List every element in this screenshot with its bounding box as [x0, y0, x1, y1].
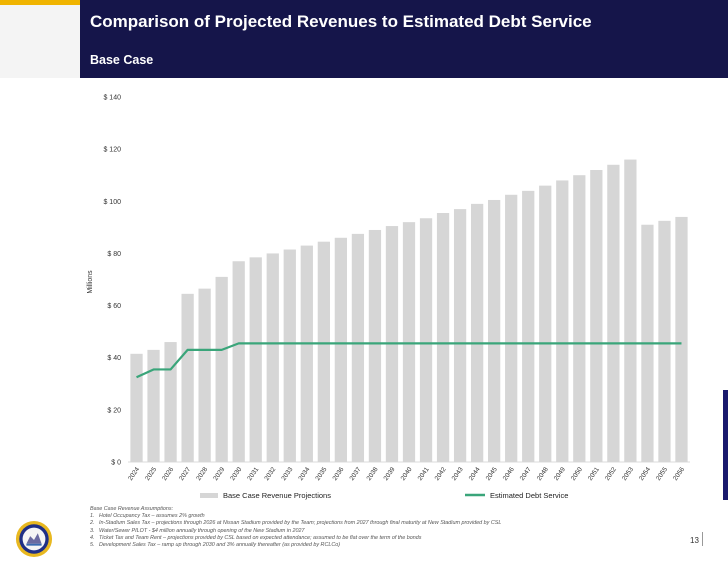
x-tick-label: 2049 [553, 466, 567, 482]
x-tick-label: 2044 [468, 466, 482, 482]
revenue-bar-2025 [147, 349, 160, 462]
x-tick-label: 2027 [178, 466, 192, 482]
x-tick-label: 2031 [246, 466, 260, 482]
x-tick-label: 2040 [400, 466, 414, 482]
legend-label-revenue: Base Case Revenue Projections [223, 491, 331, 500]
debt-service-polyline [136, 342, 682, 379]
notes-heading: Base Case Revenue Assumptions: [90, 506, 174, 512]
x-tick-label: 2048 [536, 466, 550, 482]
note-item: 1. Hotel Occupancy Tax – assumes 2% growt… [90, 513, 205, 520]
page-divider [702, 532, 703, 546]
revenue-bar-2040 [402, 222, 416, 462]
x-tick-label: 2050 [570, 466, 584, 482]
x-tick-label: 2051 [587, 466, 601, 482]
x-tick-label: 2026 [161, 466, 175, 482]
x-tick-label: 2033 [280, 466, 294, 482]
revenue-bar-2024 [130, 353, 143, 462]
x-tick-label: 2032 [263, 466, 277, 482]
y-tick-label: $ 80 [107, 251, 121, 258]
x-tick-label: 2030 [229, 466, 243, 482]
revenue-bar-2049 [556, 180, 569, 462]
revenue-bar-2042 [436, 213, 450, 462]
note-item: 5. Development Sales Tax – ramp up throug… [90, 542, 341, 549]
revenue-bar-2053 [624, 159, 637, 463]
note-item: 4. Ticket Tax and Team Rent – projections… [90, 534, 422, 541]
revenue-bar-2038 [368, 229, 382, 462]
y-tick-label: $ 60 [107, 303, 121, 310]
slide-header [80, 0, 728, 78]
revenue-bar-2056 [675, 216, 688, 462]
y-tick-label: $ 40 [107, 355, 121, 362]
revenue-bar-2047 [522, 190, 535, 462]
note-item: 3. Water/Sewer PILOT - $4 million annuall… [90, 527, 305, 534]
y-tick-label: $ 140 [103, 95, 121, 102]
revenue-bar-2033 [283, 249, 296, 462]
x-tick-label: 2041 [417, 466, 431, 482]
side-tab [723, 390, 728, 500]
revenue-bar-2034 [300, 245, 313, 462]
revenue-bar-2032 [266, 253, 279, 462]
chart-legend: Base Case Revenue Projections Estimated … [200, 491, 568, 500]
revenue-bars [130, 159, 688, 463]
x-axis: 2024 2025 2026 2027 2028 2029 2030 2031 2032 2033… [127, 466, 686, 482]
revenue-bar-2041 [419, 218, 433, 462]
x-tick-label: 2024 [127, 466, 141, 482]
x-tick-label: 2047 [519, 466, 533, 482]
x-tick-label: 2035 [314, 466, 328, 482]
x-tick-label: 2054 [638, 466, 652, 482]
legend-swatch-revenue [200, 493, 218, 498]
x-tick-label: 2055 [655, 466, 669, 482]
x-tick-label: 2037 [349, 466, 363, 482]
revenue-bar-2044 [470, 203, 484, 462]
x-tick-label: 2056 [672, 466, 686, 482]
y-axis-label: Millions [87, 270, 94, 294]
y-tick-label: $ 0 [111, 460, 121, 467]
revenue-bar-2029 [215, 276, 228, 462]
revenue-bar-2028 [198, 288, 211, 462]
revenue-vs-debt-chart: $ 0$ 20$ 40$ 60$ 80$ 100$ 120$ 140 2024 2… [87, 95, 690, 500]
x-tick-label: 2052 [604, 466, 618, 482]
x-tick-label: 2042 [434, 466, 448, 482]
revenue-bar-2050 [573, 175, 586, 462]
revenue-bar-2048 [539, 185, 552, 462]
revenue-bar-2037 [351, 233, 365, 462]
revenue-bar-2035 [317, 241, 330, 462]
debt-service-line [136, 342, 682, 379]
x-tick-label: 2038 [366, 466, 380, 482]
y-tick-label: $ 20 [107, 407, 121, 414]
x-tick-label: 2053 [621, 466, 635, 482]
note-item: 2. In-Stadium Sales Tax – projections thr… [90, 520, 502, 527]
revenue-bar-2055 [658, 220, 671, 462]
revenue-bar-2027 [181, 293, 194, 462]
legend-label-debt: Estimated Debt Service [490, 491, 568, 500]
page-number: 13 [690, 536, 699, 545]
x-tick-label: 2039 [383, 466, 397, 482]
revenue-bar-2045 [488, 199, 501, 462]
revenue-bar-2051 [590, 170, 603, 462]
x-tick-label: 2036 [331, 466, 345, 482]
x-tick-label: 2034 [297, 466, 311, 482]
x-tick-label: 2045 [485, 466, 499, 482]
y-tick-label: $ 120 [103, 147, 121, 154]
accent-bar [0, 0, 80, 5]
revenue-bar-2036 [334, 237, 348, 462]
revenue-bar-2031 [249, 257, 262, 462]
revenue-assumptions-notes: Base Case Revenue Assumptions: 1. Hotel O… [90, 506, 690, 549]
revenue-bar-2043 [453, 209, 467, 462]
revenue-bar-2052 [607, 164, 620, 462]
y-tick-label: $ 100 [103, 199, 121, 206]
revenue-bar-2030 [232, 261, 245, 462]
metro-nashville-seal-icon [15, 520, 53, 558]
x-tick-label: 2025 [144, 466, 158, 482]
revenue-bar-2026 [164, 342, 177, 462]
x-tick-label: 2029 [212, 466, 226, 482]
slide-title: Comparison of Projected Revenues to Esti… [90, 12, 592, 31]
slide-subtitle: Base Case [90, 53, 154, 67]
header-left-band [0, 0, 80, 78]
x-tick-label: 2046 [502, 466, 516, 482]
x-tick-label: 2043 [451, 466, 465, 482]
x-tick-label: 2028 [195, 466, 209, 482]
revenue-bar-2046 [505, 194, 518, 462]
